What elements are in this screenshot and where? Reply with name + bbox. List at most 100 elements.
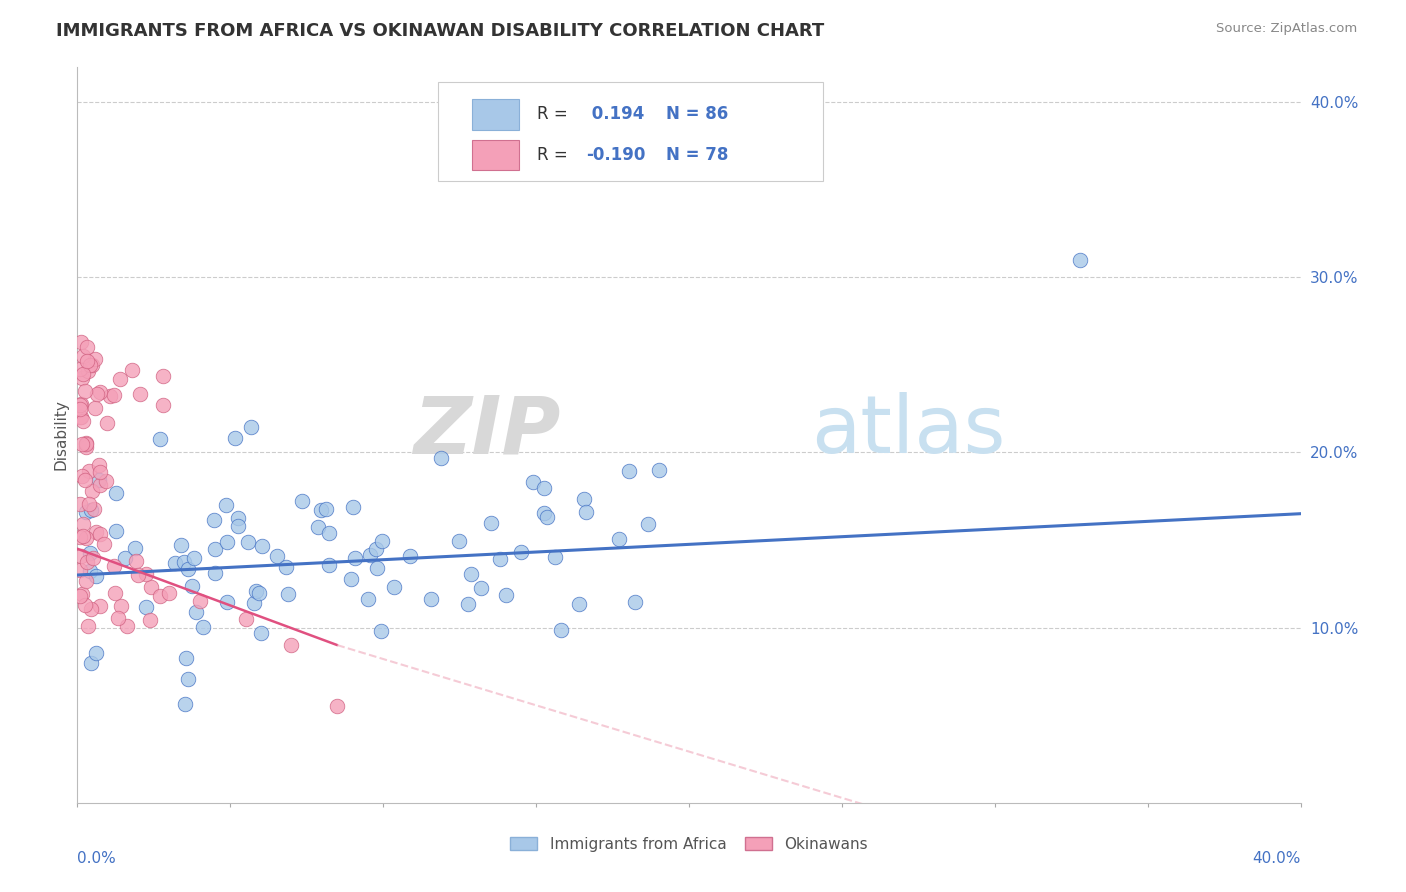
Text: N = 78: N = 78 <box>665 146 728 164</box>
Point <box>550 623 572 637</box>
Point <box>243 596 266 610</box>
Point <box>72 371 94 385</box>
Point <box>103 388 125 402</box>
Point <box>110 372 132 386</box>
Point <box>235 612 257 626</box>
Point <box>82 550 104 565</box>
Point <box>75 473 97 487</box>
Point <box>69 530 91 544</box>
Point <box>245 583 267 598</box>
Point <box>135 566 157 581</box>
Text: IMMIGRANTS FROM AFRICA VS OKINAWAN DISABILITY CORRELATION CHART: IMMIGRANTS FROM AFRICA VS OKINAWAN DISAB… <box>56 22 824 40</box>
Point <box>226 519 249 533</box>
Point <box>149 433 172 447</box>
Point <box>239 420 262 434</box>
Point <box>124 541 146 555</box>
Point <box>215 498 238 512</box>
Point <box>460 567 482 582</box>
FancyBboxPatch shape <box>439 81 824 181</box>
Point <box>637 517 659 532</box>
Point <box>184 606 207 620</box>
Point <box>533 481 555 495</box>
Point <box>447 533 470 548</box>
Point <box>204 541 226 556</box>
Point <box>69 361 91 376</box>
Point <box>86 387 108 401</box>
Point <box>202 513 225 527</box>
Point <box>75 441 97 455</box>
Point <box>69 497 91 511</box>
Point <box>176 562 198 576</box>
Point <box>75 574 97 588</box>
Point <box>89 478 111 492</box>
Point <box>96 416 118 430</box>
Point <box>429 450 451 465</box>
Point <box>77 364 100 378</box>
Point <box>370 624 392 638</box>
Point <box>371 534 394 549</box>
Point <box>457 597 479 611</box>
Point <box>238 535 260 549</box>
Point <box>76 354 98 368</box>
Point <box>77 618 100 632</box>
Point <box>75 436 97 450</box>
Point <box>226 511 249 525</box>
Point <box>75 436 97 450</box>
FancyBboxPatch shape <box>472 139 519 170</box>
Point <box>522 475 544 490</box>
Point <box>510 545 533 559</box>
Point <box>139 613 162 627</box>
Point <box>79 358 101 372</box>
Point <box>114 550 136 565</box>
Point <box>69 563 91 577</box>
Point <box>84 569 107 583</box>
Point <box>79 564 101 578</box>
Point <box>98 389 121 403</box>
Point <box>72 349 94 363</box>
Point <box>277 587 299 601</box>
Point <box>266 549 288 563</box>
Text: R =: R = <box>537 146 568 164</box>
Point <box>204 566 226 580</box>
Point <box>399 549 422 564</box>
Point <box>250 539 273 553</box>
Point <box>191 620 214 634</box>
Text: 0.0%: 0.0% <box>77 851 117 865</box>
Point <box>104 524 127 538</box>
Point <box>188 594 211 608</box>
Point <box>536 509 558 524</box>
Point <box>318 558 340 573</box>
Point <box>139 580 162 594</box>
Point <box>163 556 186 570</box>
Point <box>575 505 598 519</box>
Point <box>121 362 143 376</box>
Point <box>80 503 103 517</box>
Point <box>80 358 103 372</box>
Point <box>572 492 595 507</box>
Point <box>479 516 502 530</box>
Point <box>366 560 388 574</box>
Point <box>115 619 138 633</box>
Point <box>75 531 97 545</box>
Point <box>69 402 91 417</box>
Point <box>567 597 589 611</box>
Point <box>77 464 100 478</box>
Point <box>357 591 380 606</box>
Point <box>315 502 337 516</box>
Point <box>84 524 107 539</box>
Point <box>125 554 148 568</box>
Text: atlas: atlas <box>811 392 1005 470</box>
Point <box>105 486 128 500</box>
Point <box>544 549 567 564</box>
Point <box>157 585 180 599</box>
Point <box>340 572 363 586</box>
Point <box>152 398 174 412</box>
Point <box>149 590 172 604</box>
Point <box>174 697 197 711</box>
Text: ZIP: ZIP <box>413 392 561 470</box>
Point <box>89 599 111 613</box>
Point <box>70 469 93 483</box>
Text: 0.194: 0.194 <box>586 105 644 123</box>
Point <box>70 587 93 601</box>
Point <box>128 387 150 401</box>
